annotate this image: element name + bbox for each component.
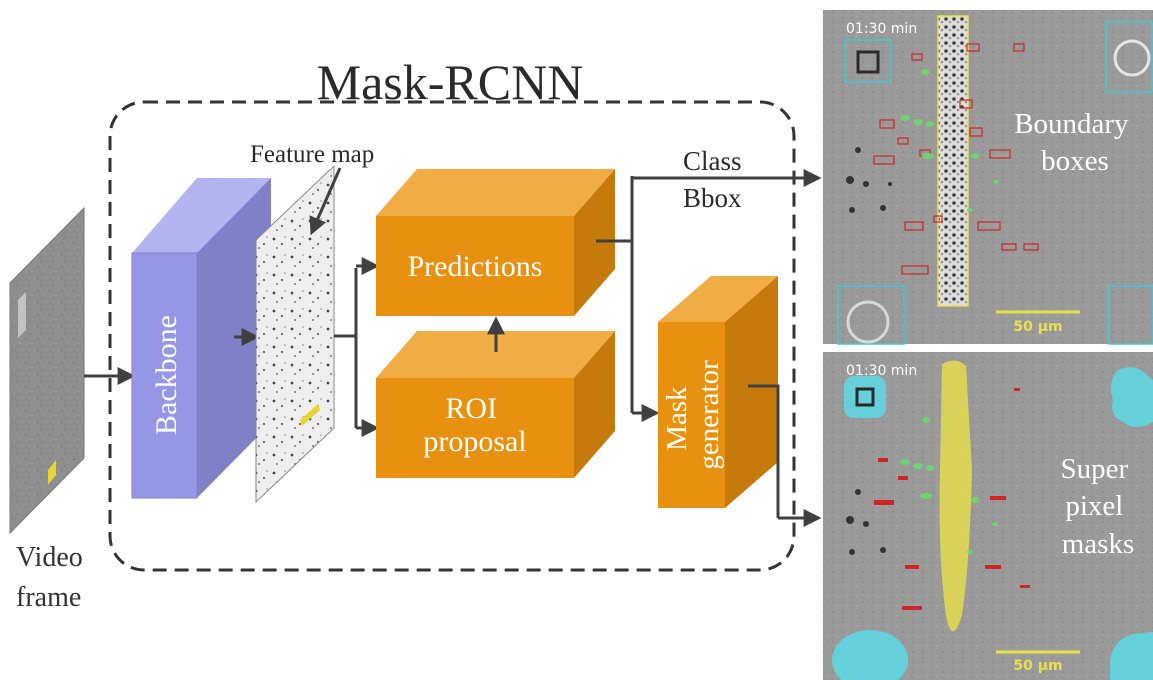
feature-map-image <box>255 164 335 504</box>
boundary-boxes-label: Boundary boxes <box>1014 108 1136 177</box>
feature-map-pointer <box>309 167 342 236</box>
predictions-output-lines <box>596 176 634 413</box>
bottom-panel-time: 01:30 min <box>846 363 917 379</box>
roi-proposal-label: ROI proposal <box>423 392 526 458</box>
superpixel-masks-panel <box>823 352 1153 680</box>
video-frame-image <box>9 206 85 535</box>
top-panel-time: 01:30 min <box>846 21 917 37</box>
superpixel-masks-label: Super pixel masks <box>1061 453 1136 560</box>
boundary-boxes-panel <box>823 10 1153 345</box>
feature-map-label: Feature map <box>250 141 374 168</box>
predictions-block <box>376 169 615 316</box>
diagram-title: Mask-RCNN <box>317 54 584 110</box>
branch-featuremap <box>334 268 358 428</box>
mask-rcnn-container <box>108 100 796 572</box>
bottom-panel-scale: 50 μm <box>1013 658 1062 674</box>
mask-generator-output-line <box>748 384 780 518</box>
roi-proposal-block <box>376 331 615 478</box>
top-panel-scale: 50 μm <box>1013 319 1062 335</box>
predictions-label: Predictions <box>408 250 543 283</box>
mask-generator-block <box>658 276 778 508</box>
backbone-block <box>131 178 271 499</box>
class-bbox-label: Class Bbox <box>683 146 748 213</box>
mask-generator-label: Mask generator <box>661 360 725 470</box>
backbone-label: Backbone <box>150 315 183 435</box>
video-frame-label: Video frame <box>16 542 90 613</box>
